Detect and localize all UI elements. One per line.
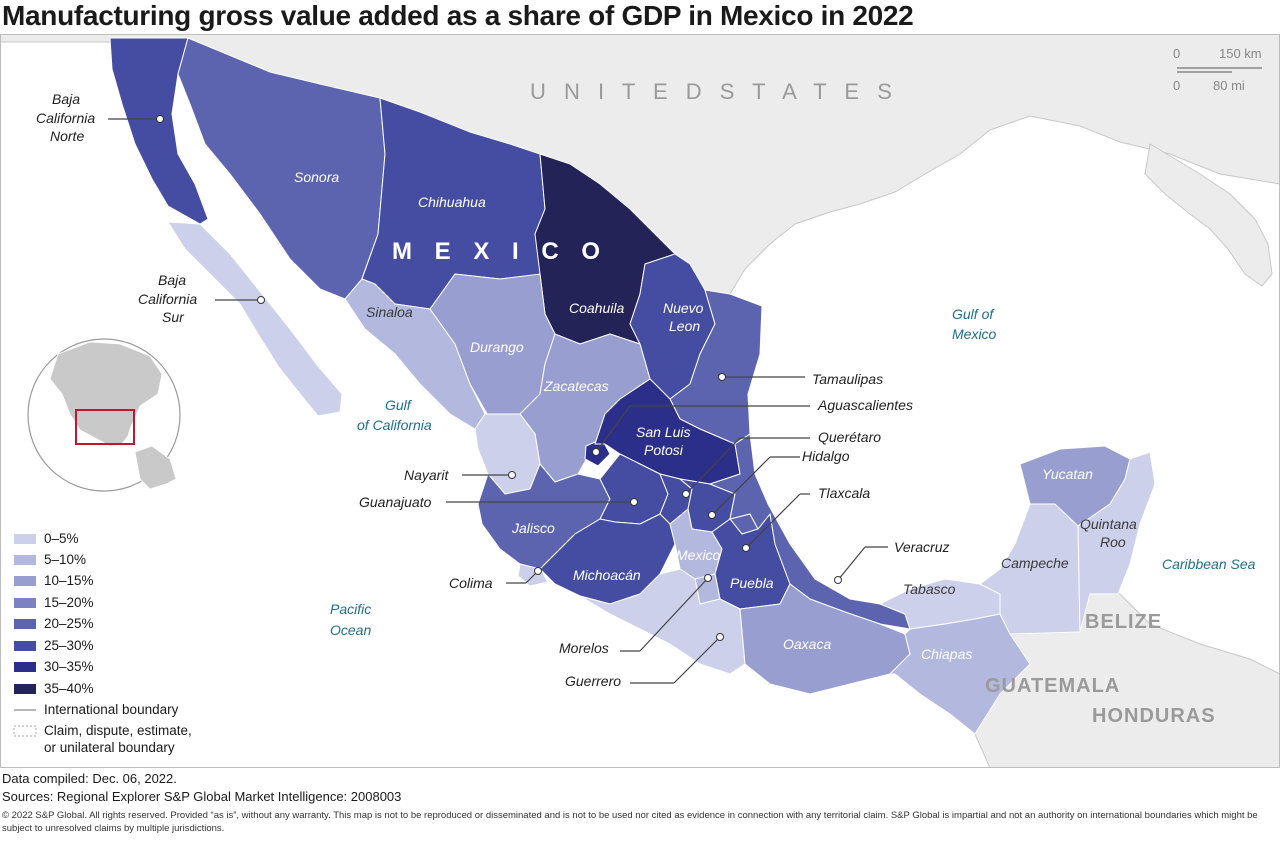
callout-baja-california-norte-1: Baja bbox=[52, 91, 80, 107]
legend-swatch-15-20 bbox=[14, 598, 36, 608]
legend-label-10-15: 10–15% bbox=[44, 573, 94, 588]
legend-label-boundary: International boundary bbox=[44, 702, 179, 717]
label-gulf-of-mexico-1: Gulf of bbox=[952, 306, 995, 322]
legend-swatch-30-35 bbox=[14, 662, 36, 672]
label-sinaloa: Sinaloa bbox=[366, 304, 413, 320]
scale-mi-zero: 0 bbox=[1173, 78, 1180, 93]
callout-colima: Colima bbox=[449, 575, 493, 591]
label-san-luis-potosi-2: Potosi bbox=[644, 442, 684, 458]
label-united-states: U N I T E D S T A T E S bbox=[530, 79, 898, 104]
legend-label-35-40: 35–40% bbox=[44, 681, 94, 696]
label-michoacan: Michoacán bbox=[573, 567, 641, 583]
legend-swatch-35-40 bbox=[14, 684, 36, 694]
legend-label-30-35: 30–35% bbox=[44, 659, 94, 674]
label-jalisco: Jalisco bbox=[511, 520, 555, 536]
legend-label-0-5: 0–5% bbox=[44, 531, 79, 546]
legend-label-5-10: 5–10% bbox=[44, 552, 86, 567]
callout-leaders bbox=[108, 118, 888, 684]
state-baja-california-sur bbox=[167, 221, 343, 417]
legend-swatch-10-15 bbox=[14, 576, 36, 586]
label-campeche: Campeche bbox=[1001, 555, 1069, 571]
label-honduras: HONDURAS bbox=[1092, 705, 1216, 727]
state-sonora bbox=[177, 37, 386, 300]
legend-swatch-25-30 bbox=[14, 641, 36, 651]
callout-dots bbox=[156, 115, 842, 641]
callout-aguascalientes: Aguascalientes bbox=[817, 397, 913, 413]
legend-label-20-25: 20–25% bbox=[44, 616, 94, 631]
legend-label-claim-1: Claim, dispute, estimate, bbox=[44, 723, 192, 738]
callout-baja-california-norte-3: Norte bbox=[50, 128, 84, 144]
label-chiapas: Chiapas bbox=[921, 646, 972, 662]
inset-highlight-box bbox=[75, 409, 135, 445]
label-belize: BELIZE bbox=[1085, 611, 1162, 633]
callout-nayarit: Nayarit bbox=[404, 467, 449, 483]
legend-swatch-20-25 bbox=[14, 619, 36, 629]
footer-compiled: Data compiled: Dec. 06, 2022. bbox=[2, 771, 177, 786]
label-gulf-of-california-2: of California bbox=[357, 417, 432, 433]
legend-label-25-30: 25–30% bbox=[44, 638, 94, 653]
legend-swatch-5-10 bbox=[14, 555, 36, 565]
label-quintana-roo-1: Quintana bbox=[1080, 516, 1137, 532]
label-gulf-of-mexico-2: Mexico bbox=[952, 326, 997, 342]
legend-label-claim-2: or unilateral boundary bbox=[44, 740, 175, 755]
label-nuevo-leon-2: Leon bbox=[669, 318, 700, 334]
legend-swatch-0-5 bbox=[14, 534, 36, 544]
inset-south-america bbox=[134, 445, 177, 490]
legend-label-15-20: 15–20% bbox=[44, 595, 94, 610]
callout-baja-california-sur-1: Baja bbox=[158, 272, 186, 288]
scale-km-label: 150 km bbox=[1219, 46, 1262, 61]
label-pacific-1: Pacific bbox=[330, 601, 371, 617]
label-quintana-roo-2: Roo bbox=[1100, 534, 1126, 550]
callout-guanajuato: Guanajuato bbox=[359, 494, 432, 510]
state-baja-california-norte bbox=[109, 37, 209, 225]
label-mexico-country: M E X I C O bbox=[392, 238, 608, 265]
legend: 0–5% 5–10% 10–15% 15–20% 20–25% 25–30% 3… bbox=[13, 531, 192, 755]
callout-tamaulipas: Tamaulipas bbox=[812, 371, 883, 387]
label-sonora: Sonora bbox=[294, 169, 339, 185]
label-mexico-state: Mexico bbox=[676, 547, 721, 563]
footer: Data compiled: Dec. 06, 2022. Sources: R… bbox=[2, 770, 1278, 835]
label-nuevo-leon-1: Nuevo bbox=[663, 300, 704, 316]
label-guatemala: GUATEMALA bbox=[985, 675, 1120, 697]
scale-bar: 0 150 km 0 80 mi bbox=[1173, 46, 1262, 93]
state-chiapas bbox=[888, 613, 1031, 735]
label-puebla: Puebla bbox=[730, 575, 774, 591]
inset-globe bbox=[27, 338, 181, 492]
callout-baja-california-sur-2: California bbox=[138, 291, 197, 307]
footer-disclaimer: © 2022 S&P Global. All rights reserved. … bbox=[2, 810, 1258, 834]
map-title: Manufacturing gross value added as a sha… bbox=[2, 0, 914, 31]
map-canvas: U N I T E D S T A T E S M E X I C O BELI… bbox=[0, 33, 1280, 769]
label-zacatecas: Zacatecas bbox=[543, 378, 609, 394]
label-pacific-2: Ocean bbox=[330, 622, 371, 638]
label-chihuahua: Chihuahua bbox=[418, 194, 486, 210]
label-yucatan: Yucatan bbox=[1042, 466, 1093, 482]
state-sinaloa bbox=[344, 278, 486, 430]
label-coahuila: Coahuila bbox=[569, 300, 624, 316]
callout-guerrero: Guerrero bbox=[565, 673, 621, 689]
state-quintana-roo bbox=[1077, 451, 1156, 633]
callout-queretaro: Querétaro bbox=[818, 429, 881, 445]
scale-mi-label: 80 mi bbox=[1213, 78, 1245, 93]
callout-tlaxcala: Tlaxcala bbox=[818, 485, 870, 501]
label-san-luis-potosi-1: San Luis bbox=[636, 424, 690, 440]
callout-hidalgo: Hidalgo bbox=[802, 448, 850, 464]
inset-north-america bbox=[49, 341, 163, 447]
label-oaxaca: Oaxaca bbox=[783, 636, 831, 652]
map-frame: U N I T E D S T A T E S M E X I C O BELI… bbox=[0, 33, 1280, 769]
callout-morelos: Morelos bbox=[559, 640, 609, 656]
florida-land bbox=[1144, 143, 1273, 287]
label-tabasco: Tabasco bbox=[903, 581, 956, 597]
scale-km-zero: 0 bbox=[1173, 46, 1180, 61]
callout-veracruz: Veracruz bbox=[894, 539, 950, 555]
state-guerrero bbox=[579, 568, 746, 675]
label-gulf-of-california-1: Gulf bbox=[385, 397, 413, 413]
label-durango: Durango bbox=[470, 339, 524, 355]
footer-sources: Sources: Regional Explorer S&P Global Ma… bbox=[2, 789, 402, 804]
callout-baja-california-norte-2: California bbox=[36, 110, 95, 126]
callout-baja-california-sur-3: Sur bbox=[162, 309, 185, 325]
label-caribbean: Caribbean Sea bbox=[1162, 556, 1256, 572]
